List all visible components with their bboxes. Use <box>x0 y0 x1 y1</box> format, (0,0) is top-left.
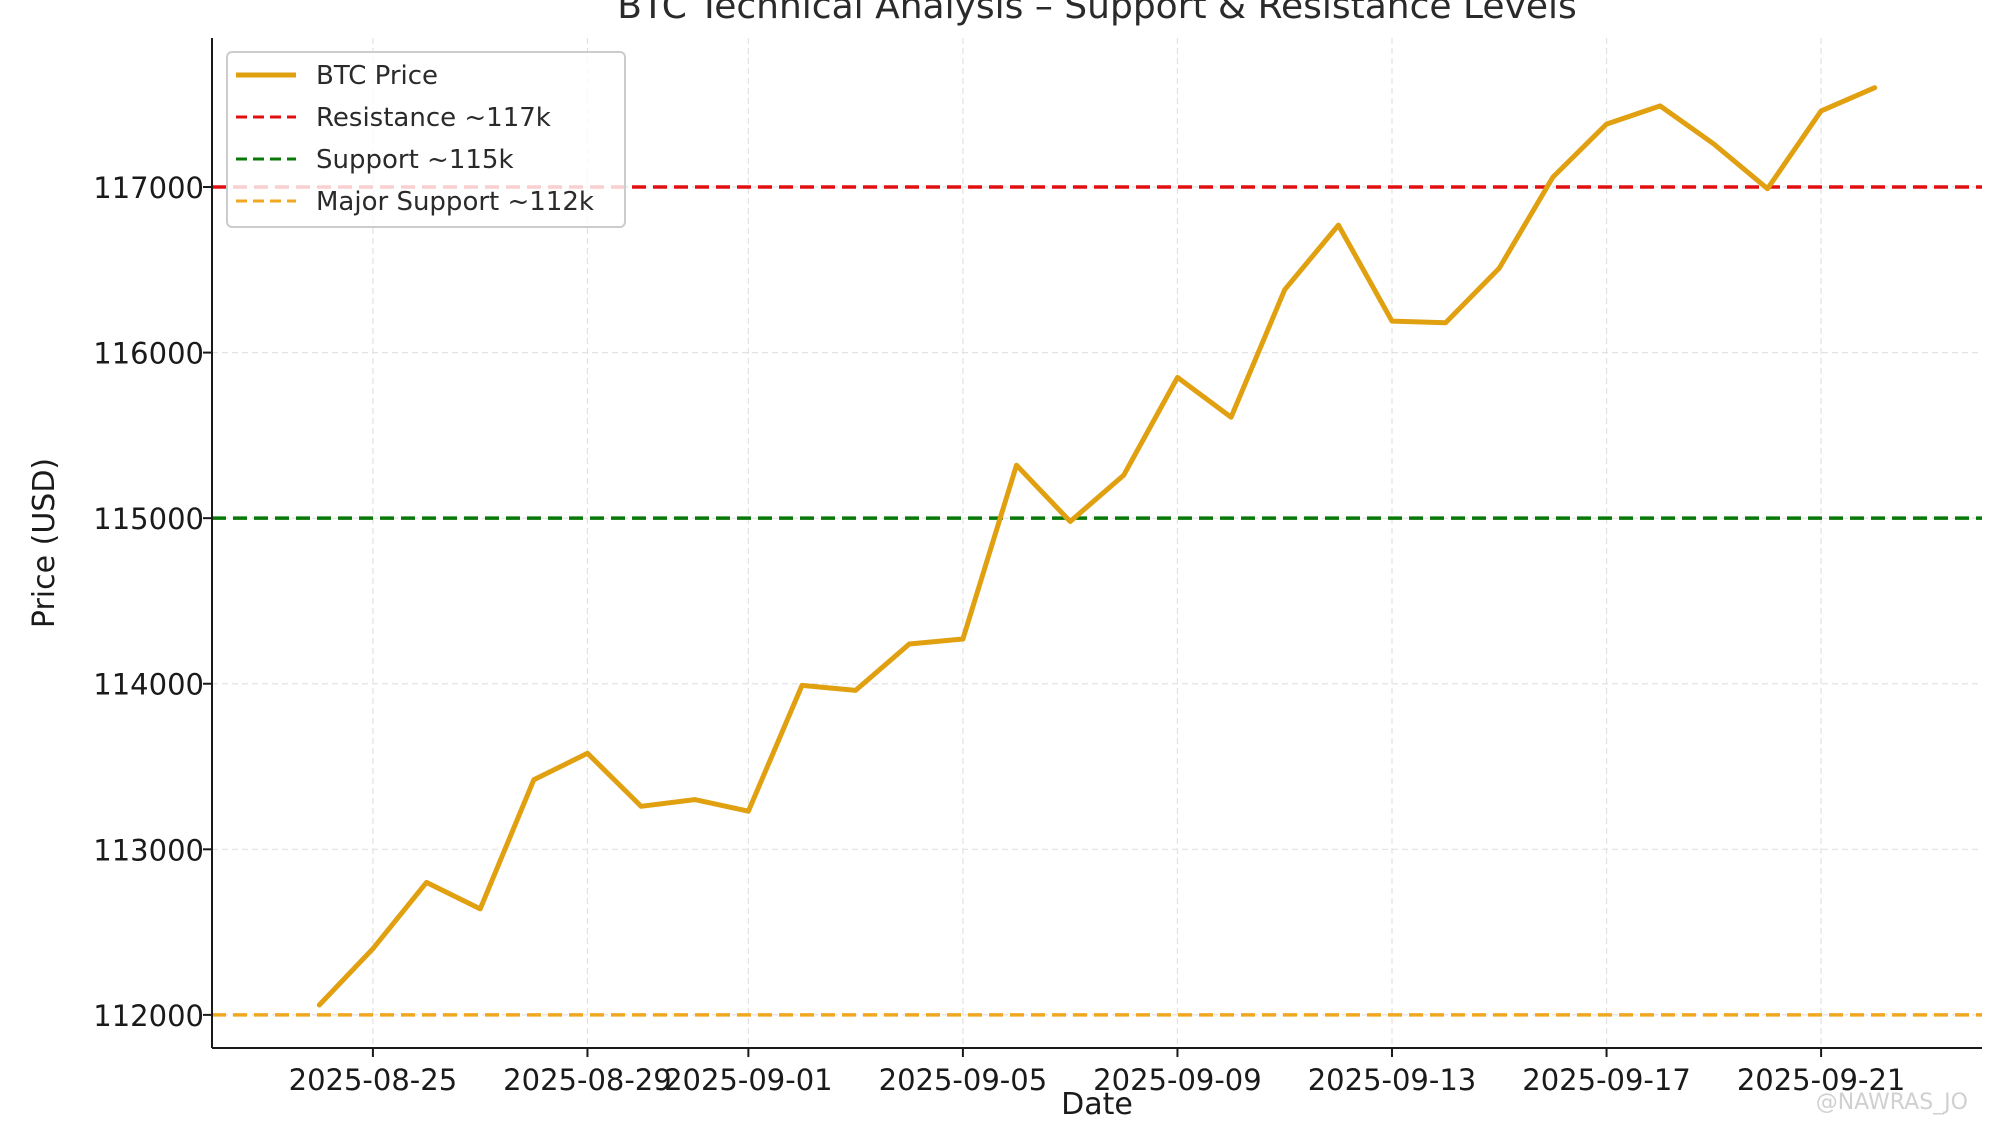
y-tick-label: 117000 <box>93 171 204 205</box>
x-tick-label: 2025-09-21 <box>1737 1063 1906 1097</box>
chart-title: BTC Technical Analysis – Support & Resis… <box>617 0 1577 27</box>
x-tick-label: 2025-08-25 <box>289 1063 458 1097</box>
btc-price-line <box>316 85 1878 1008</box>
y-tick-label: 112000 <box>93 999 204 1033</box>
x-axis-title: Date <box>1061 1087 1133 1122</box>
legend-box <box>226 51 626 228</box>
y-tick-label: 116000 <box>93 337 204 371</box>
watermark: @NAWRAS_JO <box>1816 1090 1968 1115</box>
y-tick-label: 113000 <box>93 833 204 867</box>
x-tick-label: 2025-09-13 <box>1308 1063 1477 1097</box>
x-tick-label: 2025-09-05 <box>879 1063 1048 1097</box>
x-tick-label: 2025-08-29 <box>503 1063 672 1097</box>
legend-label-resistance: Resistance ~117k <box>316 103 551 133</box>
x-tick-label: 2025-09-09 <box>1093 1063 1262 1097</box>
y-axis-title: Price (USD) <box>27 458 62 628</box>
price-series <box>316 85 1878 1008</box>
x-tick-label: 2025-09-17 <box>1522 1063 1691 1097</box>
reference-lines <box>212 185 1982 1017</box>
y-tick-label: 115000 <box>93 502 204 536</box>
axes <box>211 38 1982 1049</box>
y-ticks: 112000 113000 114000 115000 116000 117000 <box>93 171 212 1033</box>
legend: BTC Price Resistance ~117k Support ~115k… <box>226 51 626 228</box>
legend-label-btc-price: BTC Price <box>316 61 438 91</box>
y-tick-label: 114000 <box>93 668 204 702</box>
legend-label-major-support: Major Support ~112k <box>316 187 594 217</box>
legend-label-support: Support ~115k <box>316 145 514 175</box>
x-tick-label: 2025-09-01 <box>664 1063 833 1097</box>
